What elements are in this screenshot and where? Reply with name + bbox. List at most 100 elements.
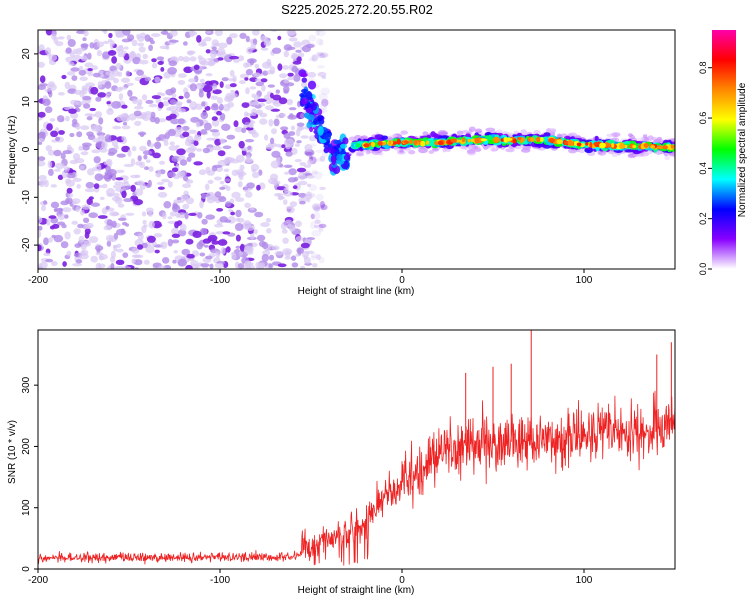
noise-blob: [195, 121, 200, 128]
noise-blob: [235, 245, 241, 249]
noise-blob: [101, 30, 107, 33]
noise-blob: [171, 204, 181, 213]
snr-panel: -200 -100 0 100 0 100 200 300 Height of straigh…: [7, 329, 676, 596]
transition-blob: [323, 148, 330, 153]
noise-blob: [115, 248, 124, 253]
colorbar-tick-label: 0.8: [698, 61, 708, 74]
noise-blob: [160, 241, 168, 249]
noise-blob: [54, 168, 61, 172]
noise-blob: [89, 107, 97, 112]
noise-blob: [47, 149, 56, 156]
signal-halo: [641, 136, 649, 142]
noise-blob: [115, 46, 125, 52]
noise-blob: [84, 188, 95, 193]
noise-blob: [107, 50, 117, 56]
noise-blob: [157, 191, 168, 198]
noise-blob: [237, 55, 245, 62]
noise-blob: [205, 255, 213, 260]
noise-blob: [65, 47, 72, 54]
noise-blob: [188, 152, 196, 158]
y-tick-label: 100: [21, 499, 32, 516]
noise-blob: [198, 169, 207, 176]
noise-blob: [289, 201, 298, 208]
noise-blob: [301, 81, 308, 88]
noise-blob: [209, 263, 214, 269]
noise-blob: [84, 113, 93, 117]
noise-blob: [222, 145, 232, 150]
noise-blob: [284, 250, 291, 258]
noise-blob: [249, 77, 258, 82]
noise-blob: [82, 37, 87, 42]
noise-blob: [303, 255, 308, 260]
transition-blob: [300, 73, 308, 78]
noise-blob: [200, 111, 209, 120]
spectrogram-ylabel: Frequency (Hz): [7, 116, 18, 185]
noise-blob: [316, 38, 323, 46]
noise-blob: [254, 211, 264, 218]
noise-blob: [97, 215, 108, 219]
noise-blob: [165, 88, 175, 96]
noise-blob: [295, 253, 300, 257]
noise-blob: [121, 145, 130, 153]
noise-blob: [38, 244, 42, 251]
noise-blob: [104, 81, 112, 89]
noise-blob: [137, 244, 144, 250]
noise-blob: [214, 223, 224, 228]
signal-peak: [381, 142, 386, 146]
noise-blob: [38, 156, 46, 162]
noise-blob: [41, 205, 46, 212]
noise-blob: [271, 245, 280, 251]
x-tick-label: 0: [399, 275, 405, 286]
noise-blob: [217, 42, 228, 49]
noise-blob: [221, 77, 229, 82]
noise-blob: [249, 58, 255, 66]
noise-blob: [206, 170, 215, 176]
noise-blob: [219, 186, 226, 190]
noise-blob: [154, 249, 160, 254]
signal-halo: [456, 130, 464, 136]
noise-blob: [67, 197, 73, 205]
noise-blob: [310, 213, 315, 220]
noise-blob: [79, 165, 85, 170]
noise-blob: [291, 255, 297, 261]
signal-peak: [470, 138, 475, 143]
signal-peak: [500, 138, 504, 142]
noise-blob: [80, 125, 90, 131]
noise-blob: [105, 205, 110, 210]
noise-blob: [72, 118, 78, 125]
noise-blob: [123, 46, 129, 50]
noise-blob: [235, 209, 242, 218]
noise-blob: [159, 45, 169, 50]
noise-blob: [318, 92, 328, 101]
noise-blob: [183, 175, 188, 182]
noise-blob: [214, 191, 222, 198]
signal-peak: [505, 137, 513, 141]
transition-blob: [306, 114, 315, 121]
noise-blob: [148, 103, 158, 108]
noise-blob: [150, 111, 156, 119]
noise-blob: [221, 159, 230, 163]
colorbar-tick-label: 0.4: [698, 162, 708, 175]
noise-blob: [109, 256, 116, 263]
noise-blob: [51, 234, 57, 239]
noise-blob: [82, 144, 90, 151]
noise-blob: [235, 234, 241, 242]
noise-blob: [306, 174, 316, 179]
x-tick-label: 0: [399, 575, 405, 586]
noise-blob: [49, 118, 56, 122]
noise-blob: [136, 102, 142, 107]
y-tick-label: 200: [21, 438, 32, 455]
noise-blob: [209, 50, 217, 59]
noise-blob: [111, 173, 117, 181]
noise-blob: [218, 196, 227, 203]
noise-blob: [137, 42, 145, 47]
noise-blob: [243, 62, 249, 68]
noise-blob: [87, 52, 92, 60]
noise-blob: [319, 200, 326, 209]
noise-blob: [83, 30, 89, 37]
noise-blob: [106, 101, 111, 105]
noise-blob: [53, 208, 59, 213]
noise-blob: [256, 234, 266, 242]
noise-blob: [72, 177, 82, 182]
noise-blob: [146, 235, 156, 243]
